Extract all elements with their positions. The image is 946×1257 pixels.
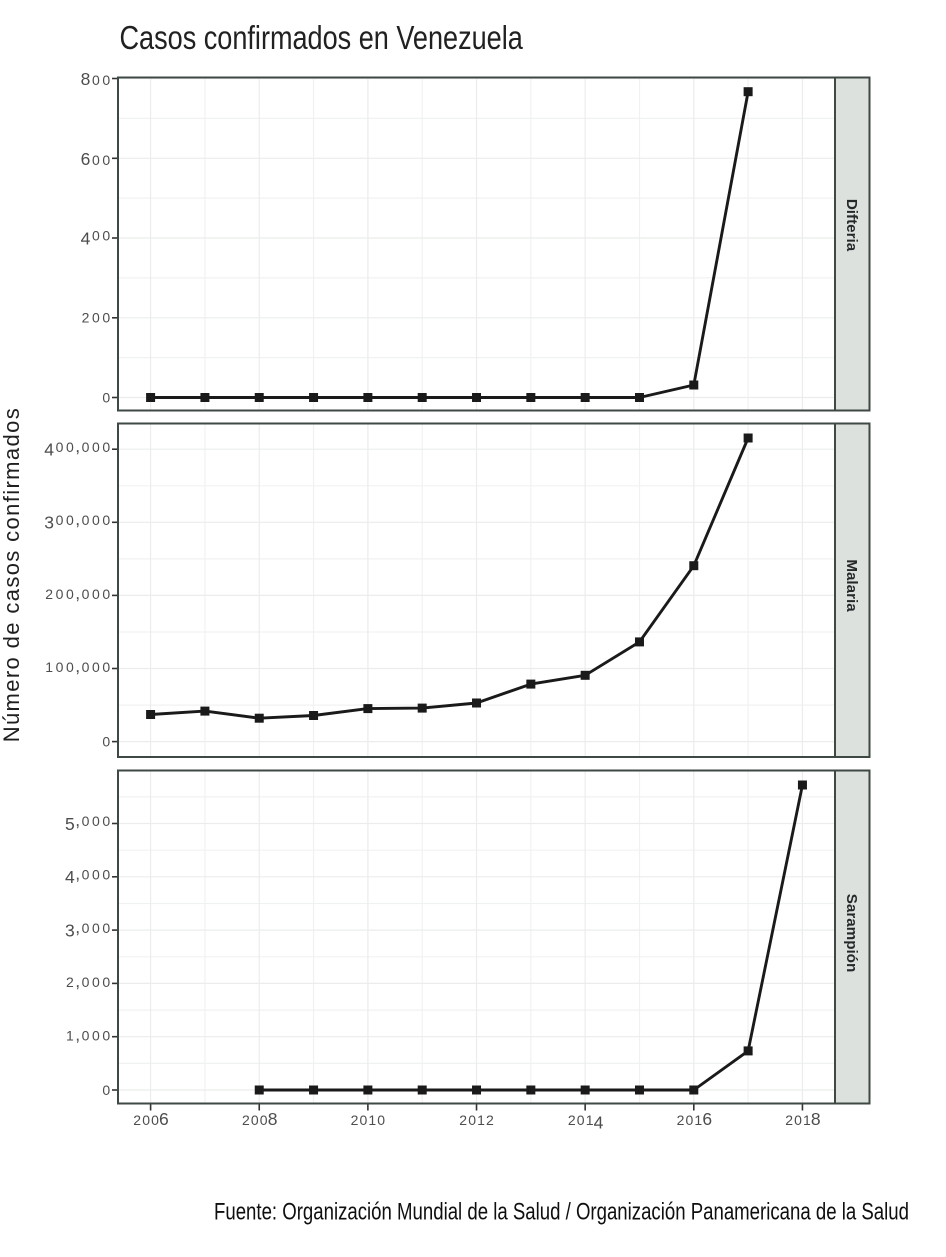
svg-text:2018: 2018 xyxy=(785,1109,820,1129)
svg-text:2006: 2006 xyxy=(133,1109,168,1129)
svg-text:2,000: 2,0 0 0 xyxy=(66,971,110,991)
svg-text:4,000: 4,0 0 0 xyxy=(65,864,110,888)
svg-text:Casos confirmados en Venezuela: Casos confirmados en Venezuela xyxy=(120,21,524,57)
svg-text:200: 200 xyxy=(82,310,111,326)
svg-text:3,000: 3,0 0 0 xyxy=(65,917,110,941)
svg-text:800: 800 xyxy=(81,69,111,89)
svg-text:2012: 2012 xyxy=(459,1112,494,1128)
svg-text:300,000: 3 0 0,0 0 0 xyxy=(44,509,110,533)
svg-text:2014: 2014 xyxy=(568,1112,604,1133)
svg-text:0: 0 xyxy=(102,1082,110,1098)
svg-text:Difteria: Difteria xyxy=(843,199,860,252)
svg-text:0: 0 xyxy=(102,389,110,405)
svg-text:400: 400 xyxy=(81,228,111,249)
svg-text:Sarampión: Sarampión xyxy=(843,894,860,973)
svg-text:200,000: 2 0 0,0 0 0 xyxy=(45,583,110,603)
svg-text:2016: 2016 xyxy=(677,1109,712,1129)
svg-text:Fuente: Organización Mundial d: Fuente: Organización Mundial de la Salud… xyxy=(214,1198,909,1225)
svg-text:Número de casos confirmados: Número de casos confirmados xyxy=(0,408,24,742)
svg-text:Malaria: Malaria xyxy=(843,559,860,612)
svg-text:2008: 2008 xyxy=(242,1109,277,1129)
svg-text:600: 600 xyxy=(81,149,111,169)
svg-text:5,000: 5,0 0 0 xyxy=(65,810,110,834)
svg-text:0: 0 xyxy=(102,734,110,750)
svg-text:400,000: 4 0 0,0 0 0 xyxy=(44,436,110,460)
svg-text:1,000: 1,0 0 0 xyxy=(66,1024,110,1044)
svg-text:2010: 2010 xyxy=(351,1112,386,1128)
svg-text:100,000: 1 0 0,0 0 0 xyxy=(45,656,110,676)
